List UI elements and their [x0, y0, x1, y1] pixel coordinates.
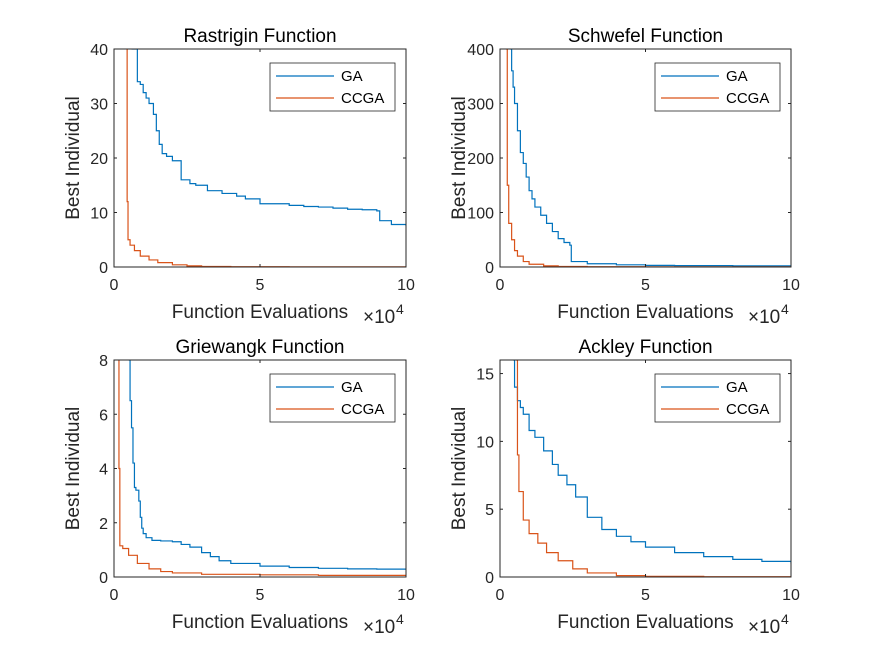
x-tick-label: 0 — [110, 587, 119, 604]
chart-title: Rastrigin Function — [183, 26, 336, 47]
subplot-3: 0 5 10 0 2 4 6 8 Griewangk Function Function Eval… — [63, 337, 415, 638]
y-tick-label: 8 — [99, 353, 108, 370]
y-tick-label: 4 — [99, 462, 108, 479]
y-axis-label: Best Individual — [63, 96, 84, 220]
y-tick-label: 10 — [476, 434, 494, 451]
y-tick-label: 40 — [90, 42, 108, 59]
y-axis-label: Best Individual — [449, 407, 470, 531]
y-tick-label: 10 — [90, 206, 108, 223]
x-exponent-power: 4 — [396, 301, 404, 317]
y-tick-label: 5 — [485, 502, 494, 519]
chart-title: Schwefel Function — [568, 26, 723, 47]
series-line-ga — [131, 49, 406, 227]
legend-box — [269, 373, 396, 423]
legend-label: CCGA — [726, 90, 769, 107]
y-tick-label: 0 — [485, 570, 494, 587]
chart-title: Ackley Function — [578, 337, 712, 358]
x-exponent-power: 4 — [396, 611, 404, 627]
legend-label: GA — [726, 379, 748, 396]
x-exponent-base: ×10 — [363, 307, 395, 328]
x-axis-label: Function Evaluations — [557, 612, 733, 633]
legend-label: CCGA — [341, 401, 384, 418]
x-exponent-base: ×10 — [748, 617, 780, 638]
x-tick-label: 10 — [397, 277, 415, 294]
x-tick-label: 10 — [782, 277, 800, 294]
x-exponent-base: ×10 — [748, 307, 780, 328]
legend-box — [269, 62, 396, 112]
y-tick-label: 100 — [467, 206, 494, 223]
chart-title: Griewangk Function — [176, 337, 345, 358]
subplot-1: 0 5 10 0 10 20 30 40 Rastrigin Function Function … — [63, 26, 415, 328]
x-tick-label: 0 — [496, 587, 505, 604]
y-tick-label: 6 — [99, 407, 108, 424]
x-exponent-power: 4 — [781, 611, 789, 627]
y-tick-label: 30 — [90, 97, 108, 114]
x-tick-label: 5 — [256, 587, 265, 604]
legend-label: GA — [341, 379, 363, 396]
y-tick-label: 200 — [467, 151, 494, 168]
x-tick-label: 5 — [641, 587, 650, 604]
y-tick-label: 15 — [476, 367, 494, 384]
y-tick-label: 0 — [485, 260, 494, 277]
x-tick-label: 0 — [496, 277, 505, 294]
y-axis-label: Best Individual — [449, 96, 470, 220]
series-line-ga — [510, 49, 791, 267]
y-tick-label: 300 — [467, 97, 494, 114]
legend: GA CCGA — [654, 62, 781, 112]
legend-label: GA — [341, 68, 363, 85]
y-tick-label: 0 — [99, 570, 108, 587]
x-tick-label: 10 — [397, 587, 415, 604]
legend-label: GA — [726, 68, 748, 85]
subplot-4: 0 5 10 0 5 10 15 Ackley Function Function Evalua… — [449, 337, 800, 638]
legend: GA CCGA — [654, 373, 781, 423]
x-tick-label: 0 — [110, 277, 119, 294]
x-tick-label: 5 — [256, 277, 265, 294]
x-exponent-base: ×10 — [363, 617, 395, 638]
y-tick-label: 400 — [467, 42, 494, 59]
legend-label: CCGA — [341, 90, 384, 107]
x-tick-label: 10 — [782, 587, 800, 604]
legend-box — [654, 62, 781, 112]
x-axis-label: Function Evaluations — [557, 302, 733, 323]
y-tick-label: 2 — [99, 516, 108, 533]
x-axis-label: Function Evaluations — [172, 612, 348, 633]
series-line-ga — [513, 360, 791, 564]
legend-label: CCGA — [726, 401, 769, 418]
y-tick-label: 0 — [99, 260, 108, 277]
legend: GA CCGA — [269, 373, 396, 423]
x-tick-label: 5 — [641, 277, 650, 294]
x-exponent-power: 4 — [781, 301, 789, 317]
x-axis-label: Function Evaluations — [172, 302, 348, 323]
legend-box — [654, 373, 781, 423]
legend: GA CCGA — [269, 62, 396, 112]
y-tick-label: 20 — [90, 151, 108, 168]
series-line-ga — [128, 360, 406, 570]
y-axis-label: Best Individual — [63, 407, 84, 531]
